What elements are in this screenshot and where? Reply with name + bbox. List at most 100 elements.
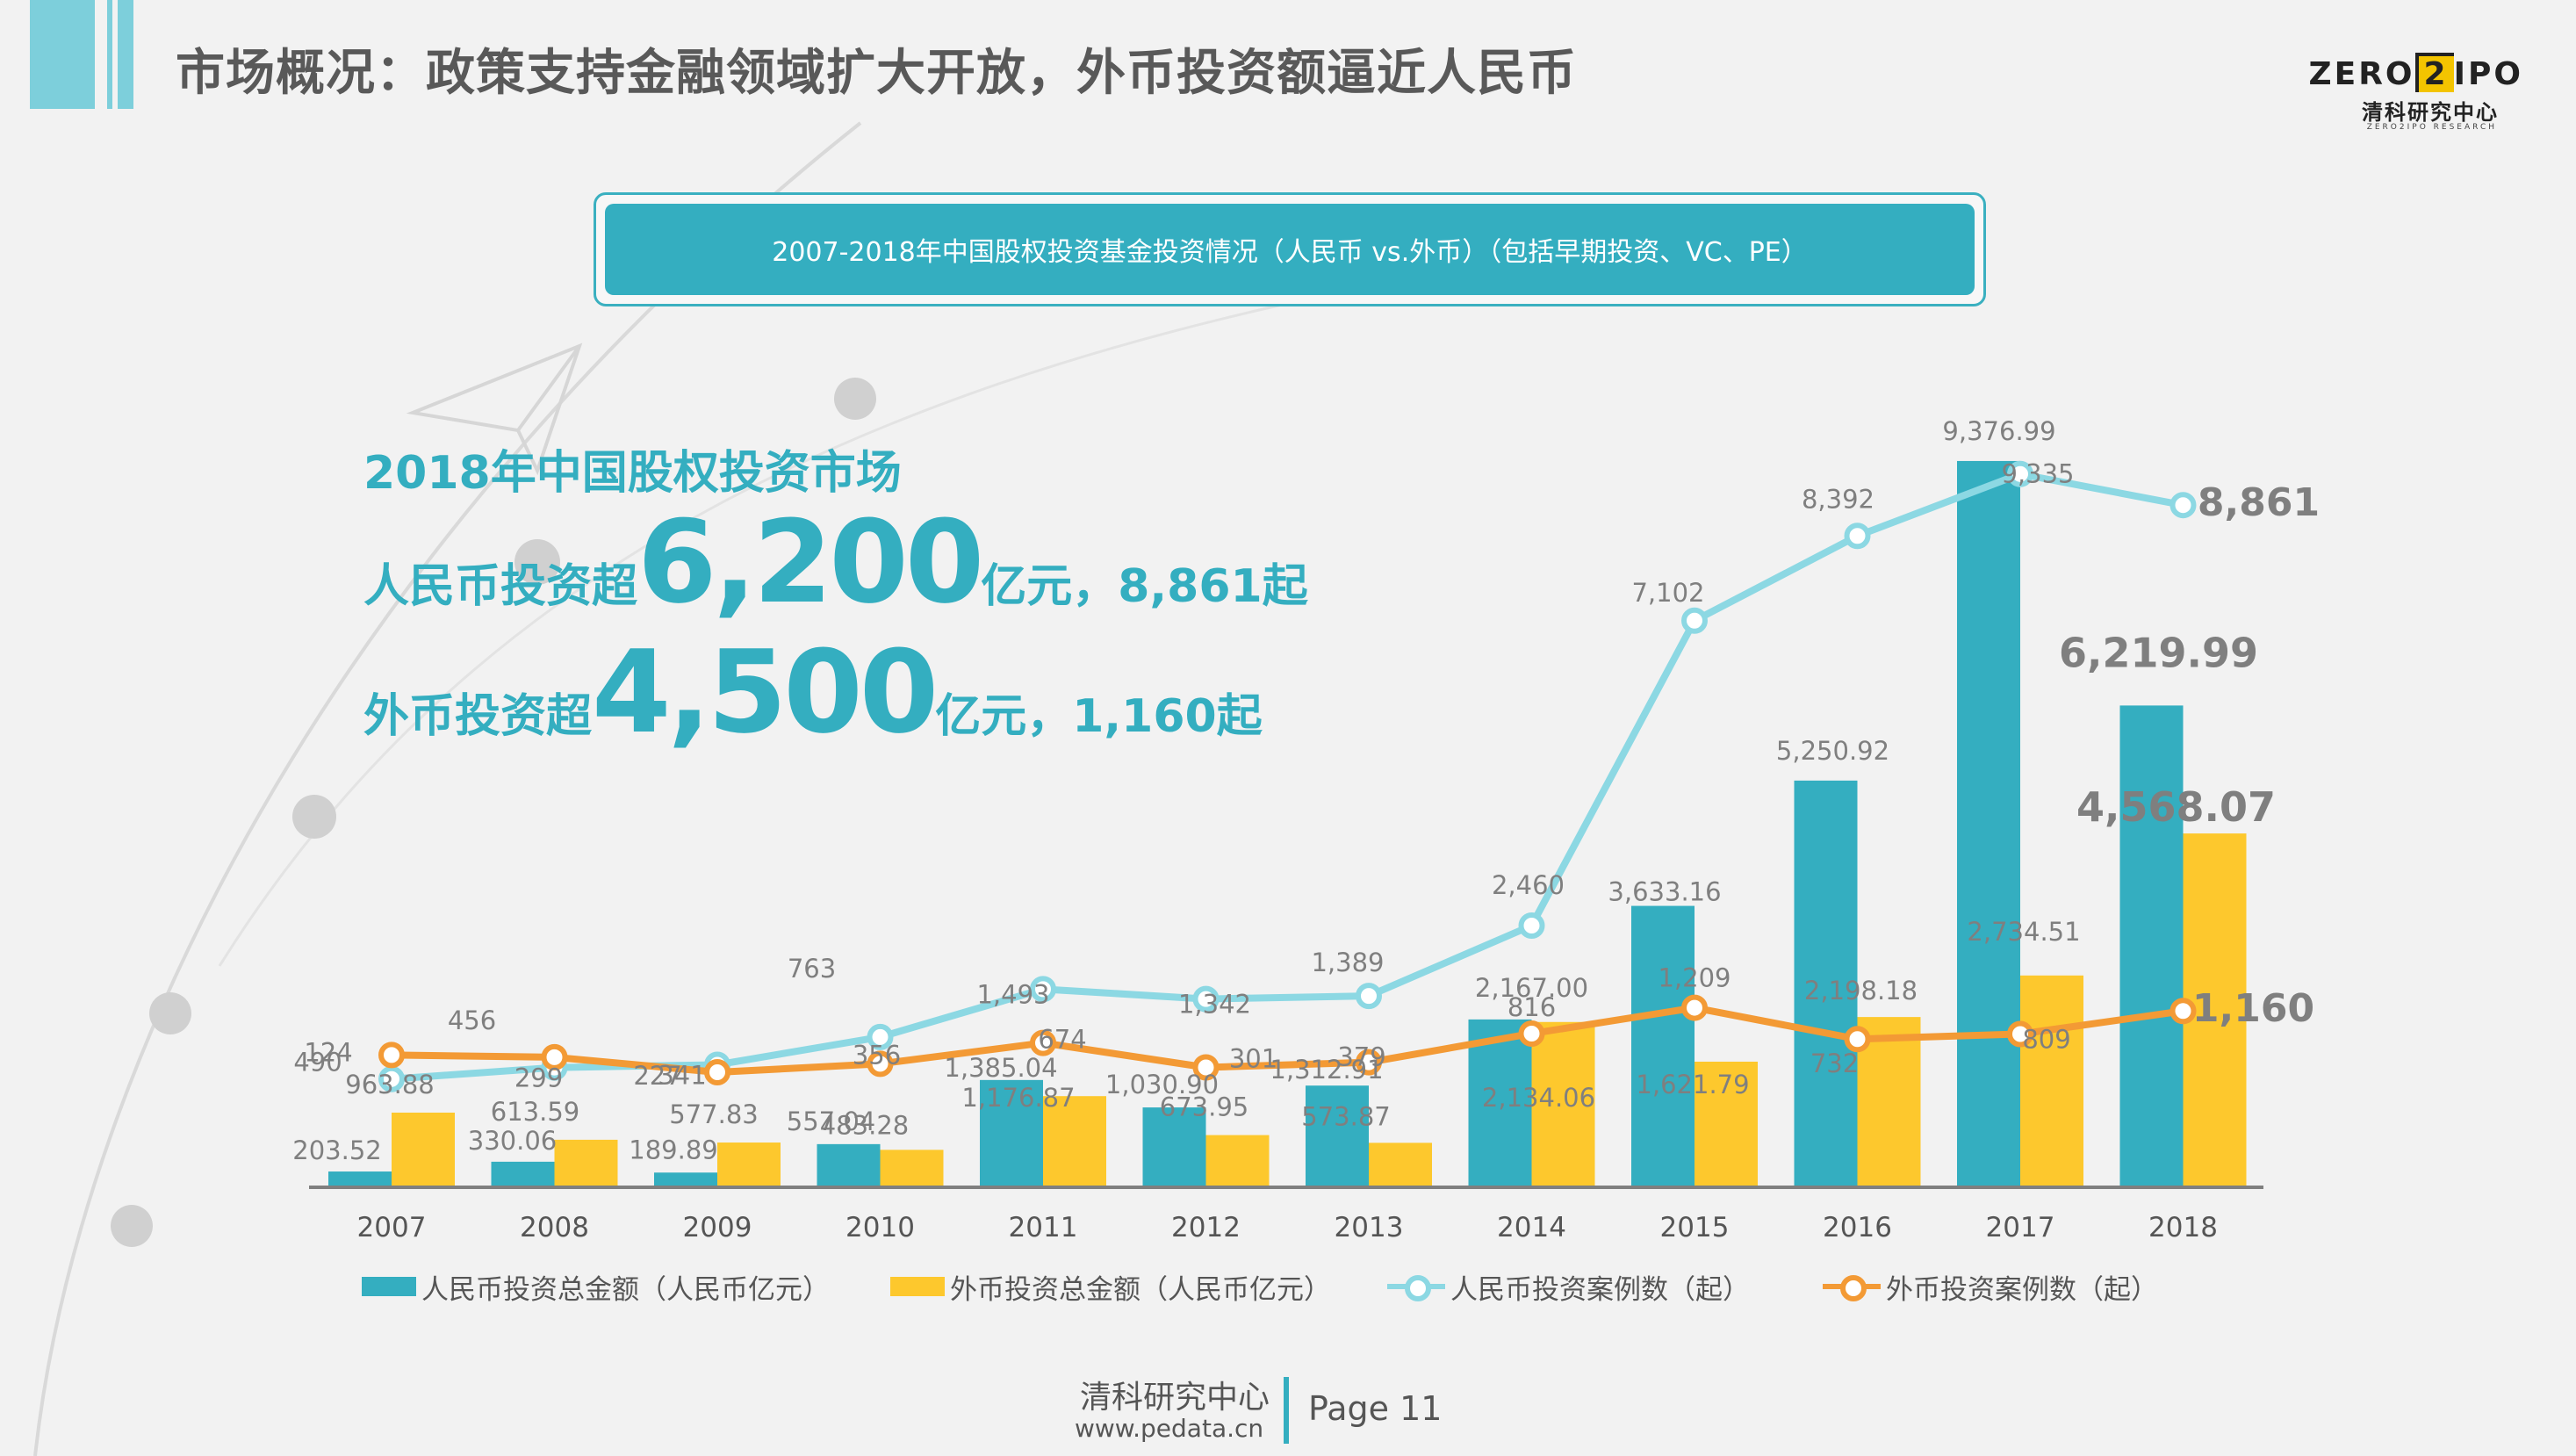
decor-dot <box>292 795 336 839</box>
rmb-count-label: 9,335 <box>2001 459 2074 489</box>
fx-count-point <box>1356 1049 1382 1076</box>
legend-fx-count: 外币投资案例数（起） <box>1823 1265 2158 1308</box>
rmb-amount-bar <box>1631 905 1695 1187</box>
decor-dot <box>149 992 191 1034</box>
rmb-count-point <box>1681 607 1708 634</box>
fx-amount-bar <box>392 1112 455 1187</box>
rmb-amount-label: 2,167.00 <box>1475 973 1588 1003</box>
fx-count-label: 456 <box>448 1006 496 1035</box>
rmb-count-point <box>1192 985 1220 1013</box>
fx-count-point <box>867 1050 894 1078</box>
paper-plane-icon <box>406 342 583 476</box>
rmb-count-point <box>1356 983 1382 1010</box>
rmb-amount-bar <box>328 1171 392 1187</box>
legend-swatch-rmb-line <box>1387 1273 1445 1301</box>
fx-count-point <box>1192 1054 1220 1081</box>
fx-count-label: 379 <box>1337 1042 1385 1072</box>
fx-amount-bar <box>1369 1142 1432 1187</box>
fx-amount-bar <box>1695 1061 1758 1187</box>
headline-fx-suffix: 亿元，1,160起 <box>935 690 1263 743</box>
fx-count-point <box>541 1043 568 1070</box>
fx-count-line <box>388 1004 2187 1077</box>
rmb-amount-label: 203.52 <box>292 1135 381 1165</box>
fx-amount-bar <box>554 1139 618 1187</box>
headline-rmb-big: 6,200 <box>637 495 984 629</box>
fx-count-label: 301 <box>1229 1043 1277 1073</box>
rmb-amount-label: 1,312.91 <box>1270 1055 1383 1085</box>
x-tick-label: 2009 <box>683 1212 752 1243</box>
rmb-count-label: 341 <box>658 1060 706 1090</box>
legend-rmb-count: 人民币投资案例数（起） <box>1387 1265 1750 1308</box>
legend-swatch-rmb-bar <box>362 1277 416 1296</box>
rmb-count-label: 124 <box>304 1038 352 1068</box>
x-tick-label: 2015 <box>1660 1212 1730 1243</box>
fx-count-label: 816 <box>1507 992 1556 1022</box>
fx-amount-bar <box>1043 1096 1106 1187</box>
headline-rmb-prefix: 人民币投资超 <box>363 560 638 613</box>
swoosh-arc <box>33 121 862 1456</box>
fx-count-point <box>2169 998 2197 1025</box>
logo: ZERO 2 IPO <box>2309 53 2523 92</box>
fx-count-point <box>1518 1020 1545 1047</box>
headline-fx-big: 4,500 <box>592 625 939 759</box>
rmb-amount-label: 189.89 <box>629 1135 717 1164</box>
fx-amount-label: 573.87 <box>1301 1101 1390 1131</box>
fx-count-label: 356 <box>853 1040 901 1070</box>
rmb-amount-bar <box>980 1079 1043 1187</box>
rmb-count-label: 8,861 <box>2198 480 2320 525</box>
rmb-amount-label: 1,385.04 <box>944 1053 1057 1083</box>
rmb-count-point <box>867 1023 894 1050</box>
rmb-count-point <box>1030 976 1056 1003</box>
rmb-amount-bar <box>1957 460 2020 1187</box>
fx-count-point <box>1030 1029 1056 1056</box>
x-tick-label: 2017 <box>1986 1212 2055 1243</box>
fx-count-label: 674 <box>1038 1025 1086 1055</box>
rmb-amount-bar <box>654 1172 717 1187</box>
rmb-count-label: 299 <box>514 1063 563 1093</box>
rmb-amount-label: 330.06 <box>468 1126 557 1156</box>
fx-count-point <box>2007 1020 2033 1048</box>
rmb-amount-label: 5,250.92 <box>1776 736 1889 766</box>
rmb-count-point <box>378 1065 405 1092</box>
rmb-amount-label: 1,030.90 <box>1105 1070 1219 1099</box>
rmb-count-label: 1,493 <box>976 979 1049 1009</box>
rmb-count-point <box>2007 460 2033 487</box>
footer-page: Page 11 <box>1308 1389 1442 1428</box>
footer-divider <box>1284 1377 1289 1444</box>
x-tick-label: 2008 <box>520 1212 589 1243</box>
fx-count-label: 732 <box>1810 1049 1859 1078</box>
fx-amount-label: 2,198.18 <box>1804 976 1918 1006</box>
rmb-amount-label: 557.04 <box>787 1106 875 1136</box>
chart-title-text: 2007-2018年中国股权投资基金投资情况（人民币 vs.外币）（包括早期投资… <box>605 204 1975 295</box>
rmb-amount-bar <box>817 1143 881 1187</box>
decor-dot <box>834 378 876 420</box>
rmb-amount-label: 3,633.16 <box>1608 877 1721 907</box>
x-tick-label: 2016 <box>1823 1212 1892 1243</box>
fx-count-label: 1,209 <box>1658 963 1731 993</box>
fx-amount-label: 963.88 <box>345 1070 434 1099</box>
x-tick-label: 2013 <box>1335 1212 1404 1243</box>
x-tick-label: 2014 <box>1497 1212 1566 1243</box>
legend-swatch-fx-bar <box>890 1277 945 1296</box>
fx-amount-label: 577.83 <box>669 1099 758 1129</box>
decor-dot <box>514 539 560 585</box>
rmb-count-label: 1,389 <box>1311 948 1384 977</box>
rmb-amount-bar <box>2119 705 2184 1187</box>
fx-amount-label: 1,621.79 <box>1636 1070 1749 1099</box>
rmb-amount-label: 9,376.99 <box>1942 416 2055 446</box>
legend-label: 外币投资总金额（人民币亿元） <box>950 1273 1331 1306</box>
rmb-amount-bar <box>1468 1019 1532 1187</box>
x-tick-label: 2007 <box>357 1212 427 1243</box>
fx-count-label: 809 <box>2022 1024 2070 1054</box>
footer-url: www.pedata.cn <box>1075 1414 1264 1443</box>
rmb-amount-bar <box>1142 1107 1206 1187</box>
corner-stripe <box>112 0 118 109</box>
chart-title-banner: 2007-2018年中国股权投资基金投资情况（人民币 vs.外币）（包括早期投资… <box>594 192 1986 306</box>
decor-dot <box>111 1205 153 1247</box>
fx-amount-label: 4,568.07 <box>2076 783 2276 831</box>
rmb-amount-bar <box>491 1161 555 1187</box>
rmb-count-label: 8,392 <box>1802 484 1874 514</box>
rmb-count-label: 2,460 <box>1492 870 1565 900</box>
